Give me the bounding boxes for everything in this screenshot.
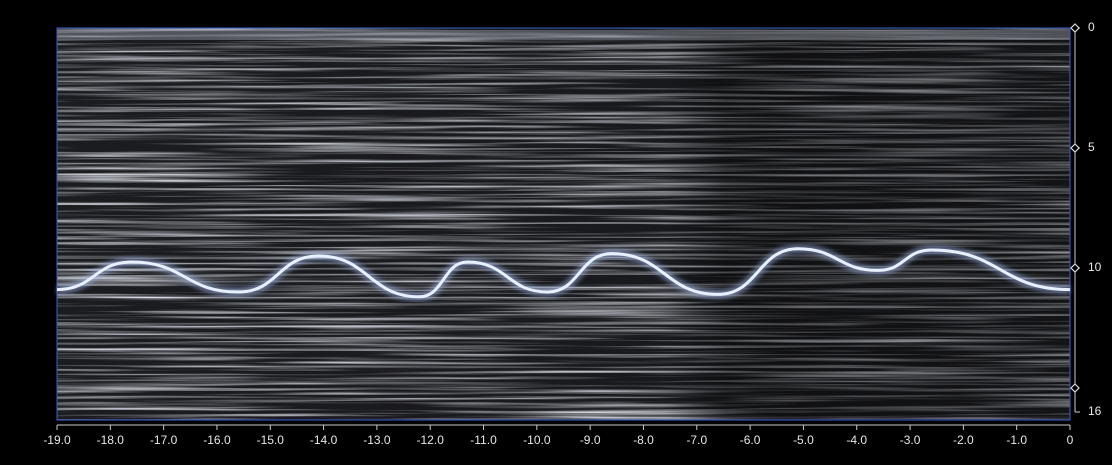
- x-tick-label: 0: [1067, 433, 1074, 447]
- depth-marker: [1070, 23, 1080, 33]
- y-tick-label: 5: [1088, 140, 1095, 154]
- x-tick-label: -8.0: [633, 433, 654, 447]
- x-tick-label: -6.0: [740, 433, 761, 447]
- y-tick-label: 0: [1088, 20, 1095, 34]
- x-tick-label: -14.0: [310, 433, 338, 447]
- x-tick-label: -1.0: [1006, 433, 1027, 447]
- x-tick-label: -12.0: [417, 433, 445, 447]
- x-tick-label: -19.0: [43, 433, 71, 447]
- surface-band: [57, 30, 1070, 40]
- x-tick-label: -3.0: [900, 433, 921, 447]
- x-tick-label: -11.0: [470, 433, 497, 447]
- x-tick-label: -4.0: [846, 433, 867, 447]
- x-tick-label: -2.0: [953, 433, 974, 447]
- x-tick-label: -5.0: [793, 433, 814, 447]
- x-tick-label: -9.0: [580, 433, 601, 447]
- depth-marker: [1070, 383, 1080, 393]
- y-tick-label: 10: [1088, 260, 1102, 274]
- wall-trace: [56, 247, 1071, 299]
- x-tick-label: -15.0: [257, 433, 285, 447]
- x-tick-label: -16.0: [203, 433, 231, 447]
- image-frame: [56, 27, 1071, 421]
- depth-marker: [1070, 263, 1080, 273]
- x-tick-label: -18.0: [97, 433, 125, 447]
- y-tick-label: 16: [1088, 404, 1102, 418]
- x-tick-label: -17.0: [150, 433, 178, 447]
- x-tick-label: -13.0: [363, 433, 391, 447]
- depth-marker: [1070, 143, 1080, 153]
- x-tick-label: -10.0: [523, 433, 551, 447]
- x-tick-label: -7.0: [686, 433, 707, 447]
- image-shading: [57, 28, 1070, 420]
